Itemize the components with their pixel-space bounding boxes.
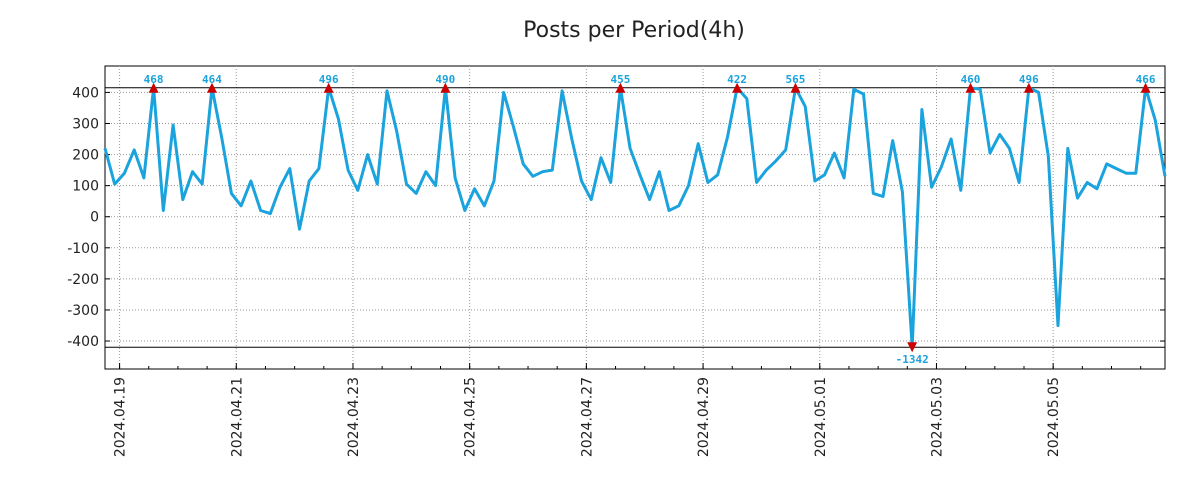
x-tick-label: 2024.05.01 <box>813 377 829 457</box>
peak-value-label: 460 <box>961 73 981 86</box>
y-tick-label: 200 <box>72 148 99 164</box>
trough-marker <box>907 342 918 353</box>
x-tick-label: 2024.04.19 <box>113 377 129 457</box>
x-tick-label: 2024.04.27 <box>579 377 595 457</box>
x-tick-label: 2024.05.05 <box>1046 377 1062 457</box>
peak-marker <box>615 82 626 93</box>
x-tick-label: 2024.04.21 <box>229 377 245 457</box>
peak-marker <box>1023 82 1034 93</box>
peak-value-label: 464 <box>202 73 222 86</box>
x-tick-label: 2024.05.03 <box>929 377 945 457</box>
y-tick-label: 100 <box>72 179 99 195</box>
y-tick-label: 400 <box>72 85 99 101</box>
chart-title: Posts per Period(4h) <box>523 18 745 43</box>
peak-marker <box>732 82 743 93</box>
peak-marker <box>323 82 334 93</box>
peak-value-label: 565 <box>786 73 806 86</box>
plot-area <box>104 65 1166 370</box>
peak-marker <box>206 82 217 93</box>
y-tick-label: -300 <box>67 303 99 319</box>
peak-value-label: 496 <box>1019 73 1039 86</box>
y-tick-label: 0 <box>90 210 99 226</box>
trough-value-label: -1342 <box>896 353 929 366</box>
peak-value-label: 466 <box>1136 73 1156 86</box>
y-tick-label: -400 <box>67 334 99 350</box>
marker-layer: 468 464 496 490 455 422 565 460 496 466 -1342 <box>144 73 1156 366</box>
series-layer <box>103 86 1167 349</box>
y-tick-label: -100 <box>67 241 99 257</box>
grid <box>105 66 1165 369</box>
x-axis: 2024.04.19 2024.04.21 2024.04.23 2024.04.25… <box>113 363 1142 457</box>
peak-value-label: 455 <box>610 73 630 86</box>
peak-marker <box>790 82 801 93</box>
peak-marker <box>1140 82 1151 93</box>
x-tick-label: 2024.04.25 <box>463 377 479 457</box>
peak-marker <box>148 82 159 93</box>
peak-marker <box>965 82 976 93</box>
x-tick-label: 2024.04.23 <box>346 377 362 457</box>
series-line-posts <box>103 86 1167 349</box>
peak-value-label: 422 <box>727 73 747 86</box>
x-tick-label: 2024.04.29 <box>696 377 712 457</box>
peak-value-label: 496 <box>319 73 339 86</box>
peak-value-label: 468 <box>144 73 164 86</box>
y-tick-label: 300 <box>72 116 99 132</box>
y-tick-label: -200 <box>67 272 99 288</box>
peak-value-label: 490 <box>435 73 455 86</box>
peak-marker <box>440 82 451 93</box>
limit-lines <box>105 87 1165 348</box>
